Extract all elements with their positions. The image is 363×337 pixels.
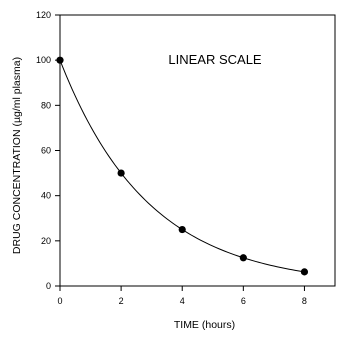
x-axis: 0 2 4 6 8: [57, 286, 307, 306]
y-tick-label: 40: [41, 191, 51, 201]
x-tick-label: 6: [241, 296, 246, 306]
y-tick-label: 80: [41, 100, 51, 110]
x-tick-label: 2: [119, 296, 124, 306]
data-point: [178, 225, 186, 234]
x-axis-title: TIME (hours): [174, 319, 235, 331]
y-tick-label: 60: [41, 146, 51, 156]
fit-curve: [59, 59, 305, 273]
y-axis: 0 20 40 60 80 100 120: [36, 10, 60, 291]
data-point: [117, 169, 125, 177]
y-tick-label: 120: [36, 10, 51, 20]
data-point: [239, 254, 247, 262]
data-point: [56, 56, 64, 64]
y-axis-title: DRUG CONCENTRATION (µg/ml plasma): [11, 57, 23, 254]
data-point: [300, 268, 309, 276]
data-points: [56, 56, 309, 276]
y-tick-label: 0: [46, 281, 51, 291]
chart-annotation: LINEAR SCALE: [168, 52, 262, 67]
x-tick-label: 8: [302, 296, 307, 306]
y-tick-label: 20: [41, 236, 51, 246]
x-tick-label: 4: [180, 296, 185, 306]
y-tick-label: 100: [36, 55, 51, 65]
x-tick-label: 0: [57, 296, 62, 306]
